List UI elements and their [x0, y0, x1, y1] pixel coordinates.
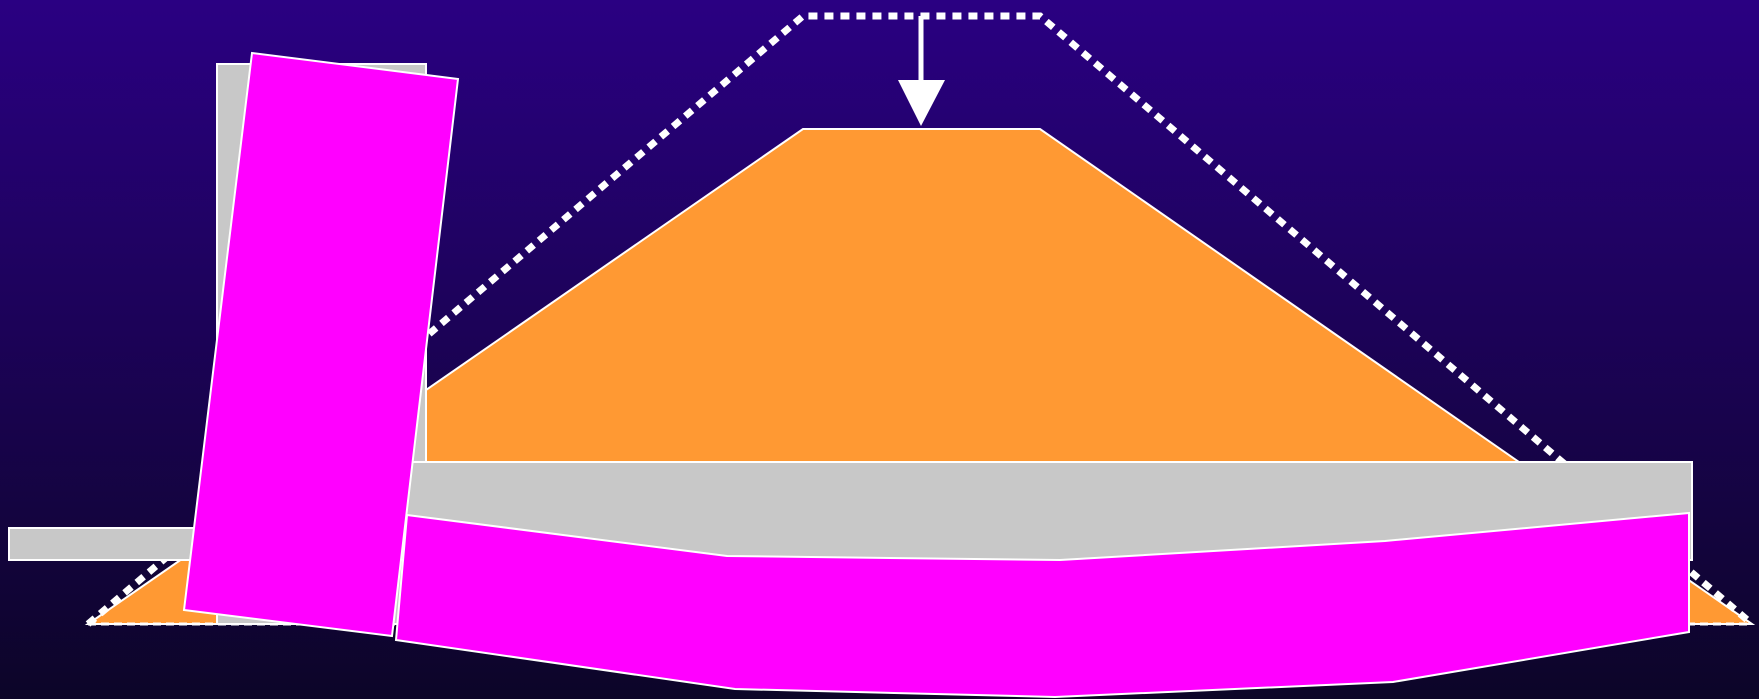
arrow-down-icon	[898, 16, 945, 126]
tilted-wall	[182, 51, 460, 638]
deflected-base-slab	[394, 511, 1690, 699]
